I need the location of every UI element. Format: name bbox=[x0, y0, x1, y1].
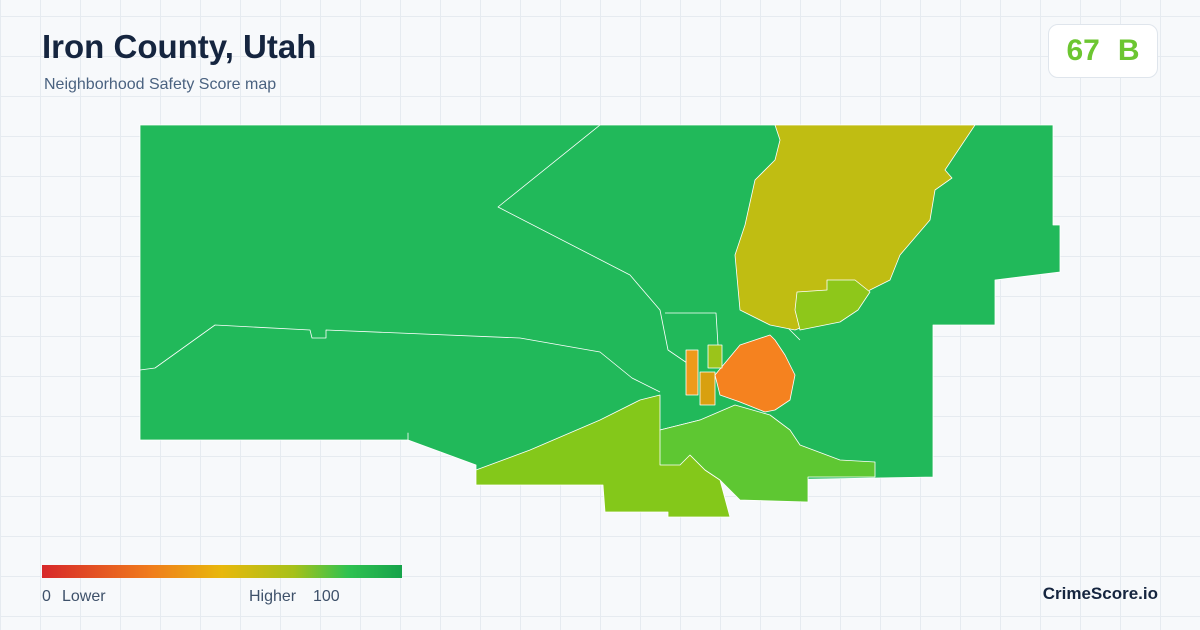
region bbox=[714, 334, 796, 413]
score-grade: B bbox=[1117, 34, 1140, 67]
legend-gradient bbox=[42, 565, 402, 578]
region bbox=[707, 344, 723, 369]
region bbox=[699, 371, 716, 406]
score-value: 67 bbox=[1066, 34, 1100, 67]
legend-max: 100 bbox=[313, 588, 340, 605]
legend-min: 0 bbox=[42, 588, 51, 605]
region bbox=[659, 404, 876, 503]
region-border bbox=[139, 124, 801, 393]
legend-max-label: Higher bbox=[249, 588, 297, 605]
subtitle: Neighborhood Safety Score map bbox=[44, 76, 277, 93]
score-badge: 67 B bbox=[1048, 24, 1158, 78]
legend-min-label: Lower bbox=[62, 588, 106, 605]
title: Iron County, Utah bbox=[42, 28, 317, 65]
region bbox=[794, 279, 871, 331]
region bbox=[685, 349, 699, 396]
brand: CrimeScore.io bbox=[1042, 584, 1158, 603]
